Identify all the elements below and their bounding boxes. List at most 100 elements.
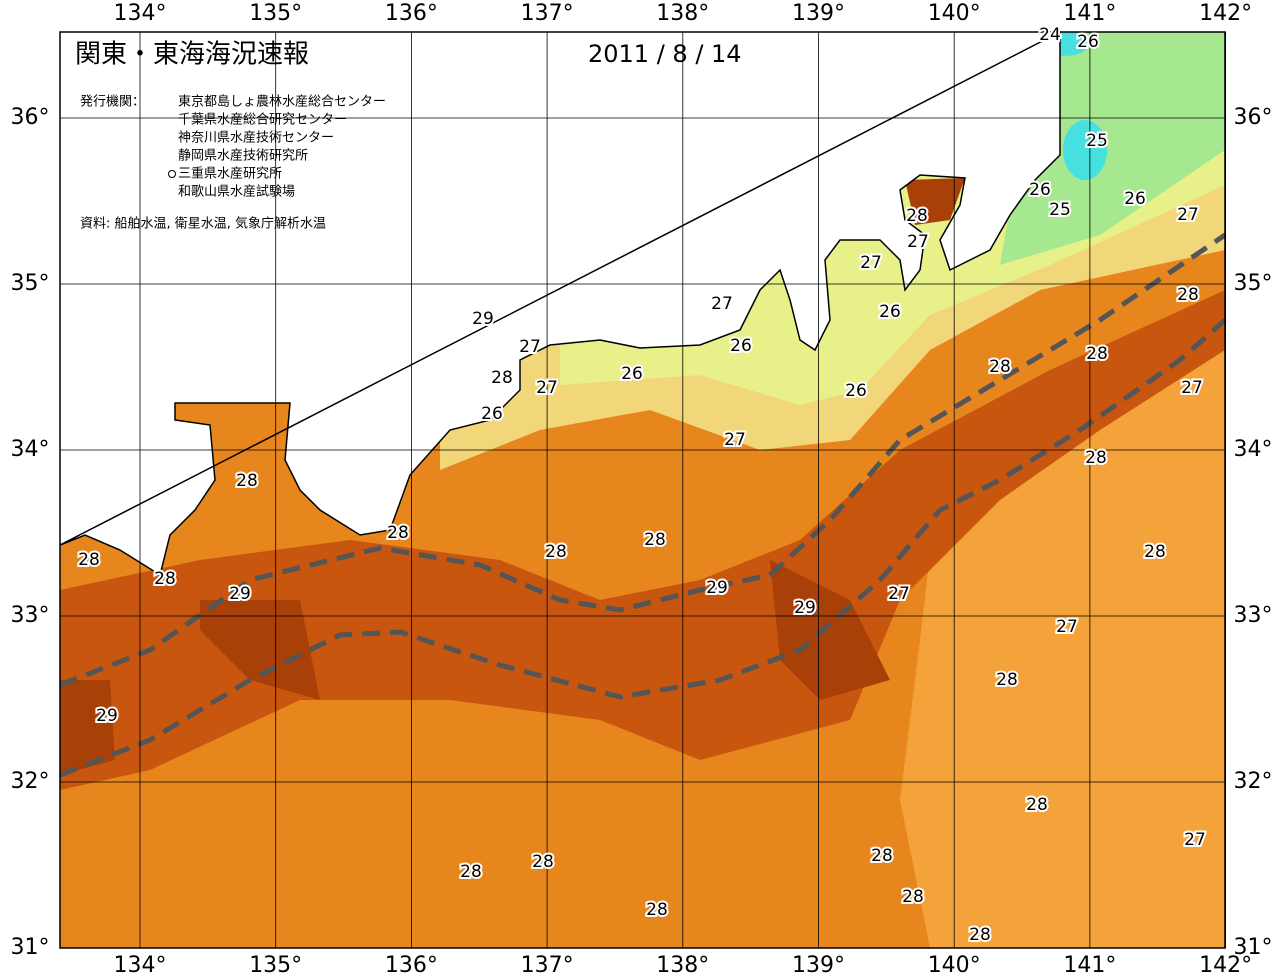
publisher: 千葉県水産総合研究センター	[178, 112, 347, 128]
isotherm-label: 28	[1086, 344, 1108, 364]
isotherm-label: 27	[860, 253, 882, 273]
isotherm-label: 27	[1056, 617, 1078, 637]
isotherm-label: 27	[536, 378, 558, 398]
isotherm-label: 28	[491, 368, 513, 388]
isotherm-label: 28	[460, 862, 482, 882]
lon-label: 138°	[656, 953, 709, 978]
isotherm-label: 28	[906, 206, 928, 226]
map-title: 関東・東海海況速報	[75, 40, 309, 70]
isotherm-label: 29	[96, 706, 118, 726]
lon-label: 136°	[385, 953, 438, 978]
lat-label: 35°	[11, 271, 50, 296]
lat-label: 35°	[1234, 271, 1273, 296]
coastline	[59, 30, 1061, 577]
isotherm-label: 26	[1124, 189, 1146, 209]
publisher-heading: 発行機関：	[80, 95, 145, 110]
sea-29-core	[770, 560, 890, 700]
lon-label: 140°	[928, 953, 981, 978]
isotherm-label: 29	[472, 309, 494, 329]
lon-label: 139°	[792, 1, 845, 26]
isotherm-label: 28	[1085, 448, 1107, 468]
isotherm-label: 27	[888, 584, 910, 604]
isotherm-label: 28	[387, 523, 409, 543]
isotherm-label: 27	[1181, 378, 1203, 398]
isotherm-label: 28	[154, 569, 176, 589]
kuroshio-path	[59, 318, 1227, 778]
sea-24	[1063, 120, 1107, 180]
isotherm-label: 28	[969, 925, 991, 945]
lon-label: 135°	[249, 1, 302, 26]
isotherm-label: 26	[481, 404, 503, 424]
isotherm-label: 26	[1029, 180, 1051, 200]
isotherm-label: 28	[902, 887, 924, 907]
lon-label: 137°	[521, 953, 574, 978]
isotherm-label: 28	[236, 471, 258, 491]
isotherm-label: 27	[724, 430, 746, 450]
isotherm-label: 29	[229, 584, 251, 604]
isotherm-label: 26	[879, 302, 901, 322]
lon-label: 138°	[656, 1, 709, 26]
lat-label: 32°	[11, 769, 50, 794]
isotherm-label: 27	[1184, 830, 1206, 850]
isotherm-label: 28	[996, 670, 1018, 690]
lat-label: 34°	[1234, 437, 1273, 462]
isotherm-label: 29	[706, 578, 728, 598]
isotherm-label: 28	[78, 550, 100, 570]
publisher: 和歌山県水産試験場	[178, 184, 295, 200]
lat-label: 33°	[1234, 603, 1273, 628]
map-frame	[59, 31, 1226, 949]
lat-label: 33°	[11, 603, 50, 628]
publisher: 静岡県水産技術研究所	[178, 148, 308, 164]
lat-label: 36°	[11, 105, 50, 130]
isotherm-label: 28	[646, 900, 668, 920]
isotherm-label: 27	[907, 232, 929, 252]
lon-label: 137°	[521, 1, 574, 26]
isotherm-label: 28	[871, 846, 893, 866]
sea-29	[60, 290, 1225, 790]
isotherm-label: 28	[1177, 285, 1199, 305]
labels: 東京都島しょ農林水産総合センター千葉県水産総合研究センター神奈川県水産技術センタ…	[11, 1, 1273, 978]
lon-label: 142°	[1199, 953, 1252, 978]
isotherm-label: 25	[1049, 200, 1071, 220]
isotherm-label: 28	[1026, 795, 1048, 815]
data-source: 資料: 船舶水温, 衛星水温, 気象庁解析水温	[80, 216, 326, 232]
lon-label: 134°	[114, 953, 167, 978]
isotherm-label: 28	[644, 530, 666, 550]
lat-label: 34°	[11, 437, 50, 462]
lon-label: 140°	[928, 1, 981, 26]
publisher: 東京都島しょ農林水産総合センター	[178, 94, 386, 110]
publisher: 三重県水産研究所	[178, 166, 282, 182]
isotherm-label: 26	[621, 364, 643, 384]
isotherm-label: 27	[711, 294, 733, 314]
lon-label: 141°	[1063, 1, 1116, 26]
lon-label: 136°	[385, 1, 438, 26]
publisher: 神奈川県水産技術センター	[178, 130, 334, 146]
lon-label: 135°	[249, 953, 302, 978]
isotherm-label: 28	[532, 852, 554, 872]
location-marker	[168, 170, 176, 178]
lon-label: 134°	[114, 1, 167, 26]
isotherm-label: 24	[1039, 25, 1061, 45]
sea-29-core	[60, 680, 115, 775]
lat-label: 31°	[11, 935, 50, 960]
isotherm-label: 28	[545, 542, 567, 562]
map-date: 2011 / 8 / 14	[588, 40, 742, 68]
lon-label: 141°	[1063, 953, 1116, 978]
isotherm-label: 28	[989, 357, 1011, 377]
lon-label: 142°	[1199, 1, 1252, 26]
lat-label: 32°	[1234, 769, 1273, 794]
isotherm-label: 25	[1086, 131, 1108, 151]
isotherm-label: 26	[730, 336, 752, 356]
isotherm-label: 28	[1144, 542, 1166, 562]
lat-label: 36°	[1234, 105, 1273, 130]
kuroshio-path	[59, 232, 1227, 688]
isotherm-label: 26	[845, 381, 867, 401]
isotherm-label: 27	[1177, 205, 1199, 225]
isotherm-label: 27	[519, 337, 541, 357]
sea-29-core	[905, 178, 965, 225]
isotherm-label: 29	[794, 598, 816, 618]
isotherm-label: 26	[1077, 32, 1099, 52]
lat-label: 31°	[1234, 935, 1273, 960]
